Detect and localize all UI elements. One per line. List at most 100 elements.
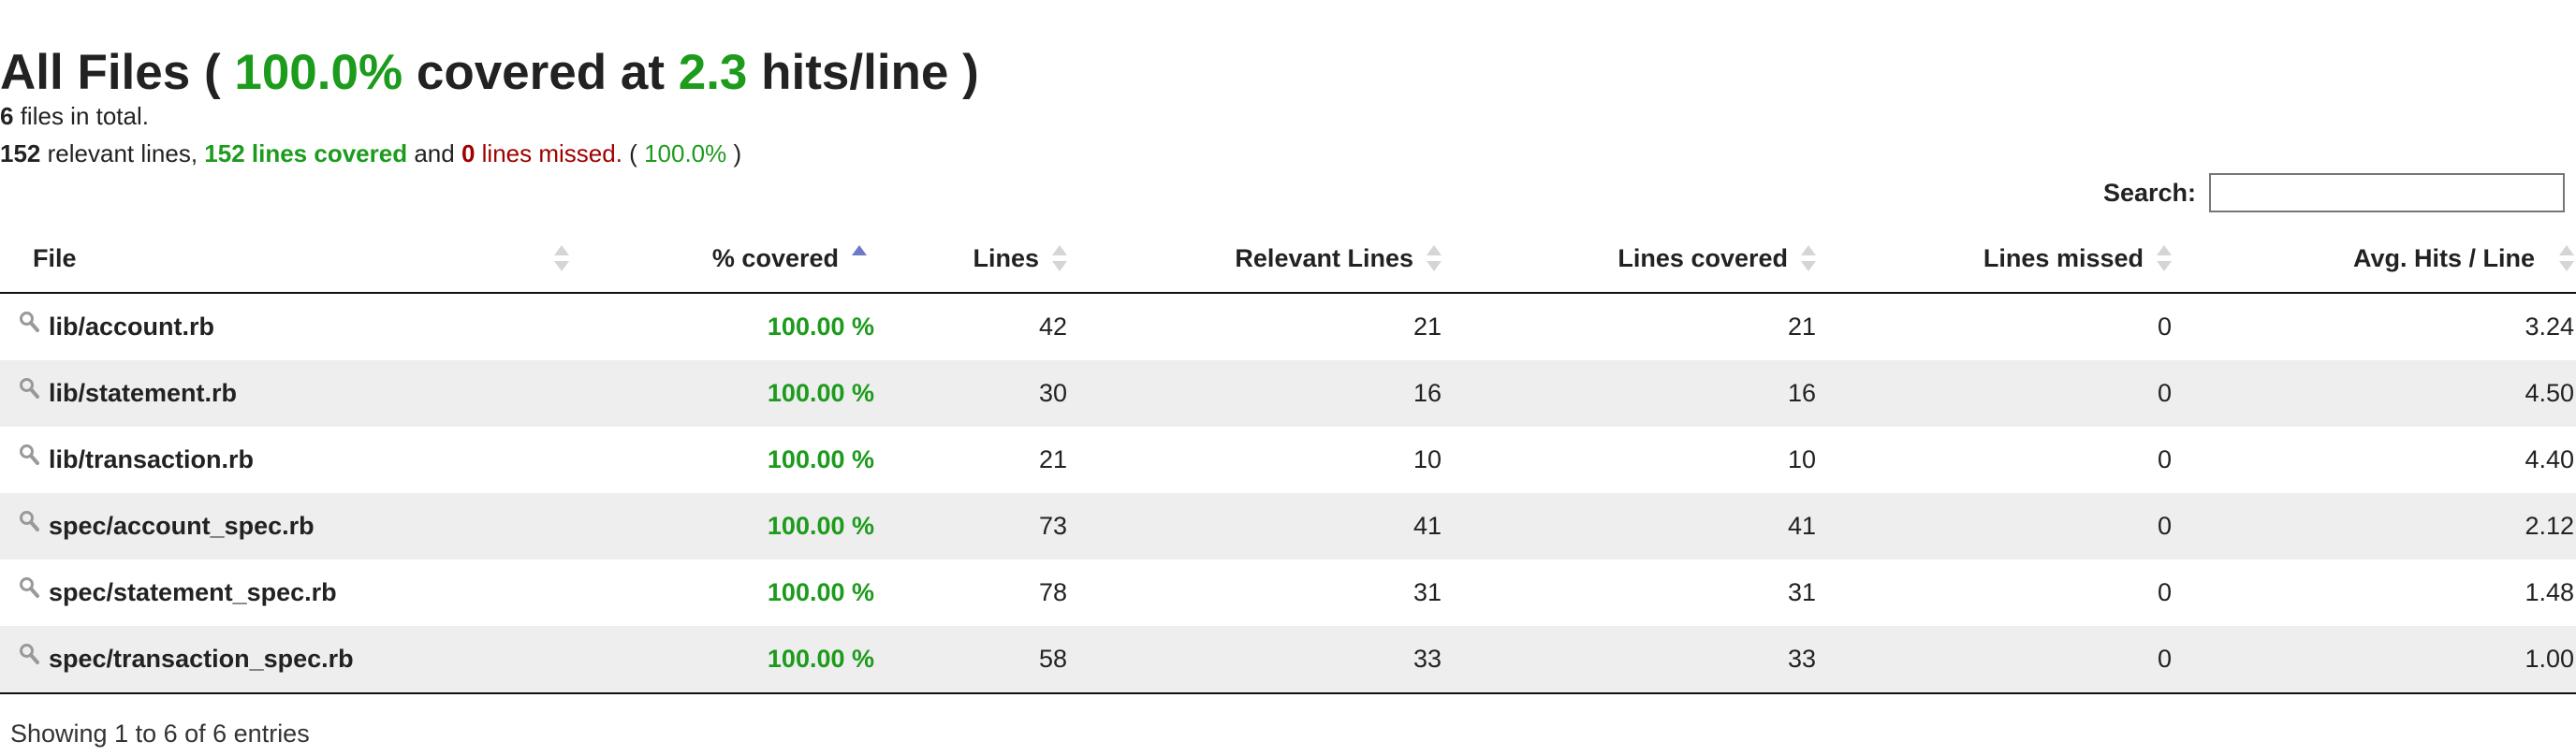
lines-missed-cell: 0 bbox=[2157, 445, 2172, 473]
and-text: and bbox=[414, 139, 455, 167]
search-input[interactable] bbox=[2209, 173, 2565, 212]
summary-percent: 100.0% bbox=[644, 139, 727, 167]
avg-hits-cell: 4.40 bbox=[2525, 445, 2574, 473]
lines-covered-cell: 31 bbox=[1787, 578, 1816, 606]
file-cell: spec/transaction_spec.rb bbox=[0, 626, 580, 694]
lines-summary: 152 relevant lines, 152 lines covered an… bbox=[0, 137, 741, 170]
column-header-lines-missed[interactable]: Lines missed bbox=[1829, 225, 2185, 294]
file-link[interactable]: lib/transaction.rb bbox=[49, 445, 255, 473]
file-cell: lib/transaction.rb bbox=[0, 427, 580, 493]
column-header-label: Lines covered bbox=[1617, 243, 1788, 272]
column-header-label: File bbox=[33, 243, 77, 272]
sort-icon bbox=[554, 245, 569, 271]
title-coverage-percent: 100.0% bbox=[234, 44, 403, 100]
column-header-file[interactable]: File bbox=[0, 225, 580, 294]
file-cell: lib/account.rb bbox=[0, 293, 580, 360]
file-cell: spec/statement_spec.rb bbox=[0, 560, 580, 626]
percent-covered-cell: 100.00 % bbox=[767, 313, 874, 341]
magnifier-icon bbox=[19, 311, 39, 340]
table-row: lib/transaction.rb 100.00 % 21 10 10 0 4.40 bbox=[0, 427, 2576, 493]
avg-hits-cell: 1.48 bbox=[2525, 578, 2574, 606]
column-header-label: % covered bbox=[711, 243, 839, 272]
lines-cell: 30 bbox=[880, 360, 1080, 427]
missed-text: lines missed. bbox=[481, 139, 622, 167]
search-label: Search: bbox=[2102, 178, 2196, 207]
relevant-text: relevant lines, bbox=[47, 139, 198, 167]
lines-covered-cell: 16 bbox=[1455, 360, 1829, 427]
files-count: 6 bbox=[0, 102, 14, 130]
avg-hits-cell: 2.12 bbox=[2185, 493, 2576, 560]
percent-covered-cell: 100.00 % bbox=[767, 445, 874, 473]
files-summary: 6 files in total. bbox=[0, 99, 149, 133]
lines-cell: 58 bbox=[880, 626, 1080, 694]
sort-icon bbox=[1427, 245, 1442, 271]
table-row: lib/statement.rb 100.00 % 30 16 16 0 4.50 bbox=[0, 360, 2576, 427]
table-info: Showing 1 to 6 of 6 entries bbox=[10, 720, 310, 748]
lines-missed-cell: 0 bbox=[2157, 313, 2172, 341]
lines-cell: 21 bbox=[1038, 445, 1067, 473]
lines-missed-cell: 0 bbox=[1829, 493, 2185, 560]
percent-covered-cell: 100.00 % bbox=[580, 493, 880, 560]
column-header-avg-hits[interactable]: Avg. Hits / Line bbox=[2185, 225, 2576, 294]
sort-ascending-icon bbox=[852, 245, 867, 271]
file-link[interactable]: lib/account.rb bbox=[49, 313, 215, 341]
percent-covered-cell: 100.00 % bbox=[767, 578, 874, 606]
magnifier-icon bbox=[19, 510, 39, 539]
file-link[interactable]: spec/account_spec.rb bbox=[49, 512, 315, 540]
relevant-lines-cell: 41 bbox=[1080, 493, 1455, 560]
sort-icon bbox=[1801, 245, 1816, 271]
column-header-relevant-lines[interactable]: Relevant Lines bbox=[1080, 225, 1455, 294]
table-body: lib/account.rb 100.00 % 42 21 21 0 3.24 lib/sta… bbox=[0, 293, 2576, 694]
file-link[interactable]: spec/statement_spec.rb bbox=[49, 578, 337, 606]
percent-paren-close: ) bbox=[733, 139, 742, 167]
relevant-lines-cell: 10 bbox=[1412, 445, 1442, 473]
files-text: files in total. bbox=[20, 102, 149, 130]
title-hits-value: 2.3 bbox=[678, 44, 748, 100]
column-header-label: Lines missed bbox=[1983, 243, 2144, 272]
magnifier-icon bbox=[19, 377, 39, 406]
column-header-lines-covered[interactable]: Lines covered bbox=[1455, 225, 1829, 294]
coverage-table: File % covered Lines Relevant Lines Line… bbox=[0, 225, 2576, 694]
lines-cell: 42 bbox=[1038, 313, 1067, 341]
sort-icon bbox=[2559, 245, 2574, 271]
file-cell: lib/statement.rb bbox=[0, 360, 580, 427]
column-header-lines[interactable]: Lines bbox=[880, 225, 1080, 294]
title-prefix: All Files ( bbox=[0, 44, 221, 100]
lines-covered-cell: 21 bbox=[1787, 313, 1816, 341]
percent-covered-cell: 100.00 % bbox=[580, 626, 880, 694]
file-link[interactable]: lib/statement.rb bbox=[49, 379, 238, 407]
file-cell: spec/account_spec.rb bbox=[0, 493, 580, 560]
missed-count: 0 bbox=[461, 139, 476, 167]
lines-cell: 78 bbox=[1038, 578, 1067, 606]
relevant-lines-cell: 16 bbox=[1080, 360, 1455, 427]
lines-covered-cell: 10 bbox=[1787, 445, 1816, 473]
lines-covered-cell: 33 bbox=[1455, 626, 1829, 694]
table-row: spec/statement_spec.rb 100.00 % 78 31 31 0 1.4… bbox=[0, 560, 2576, 626]
search-box: Search: bbox=[2103, 173, 2565, 212]
avg-hits-cell: 4.50 bbox=[2185, 360, 2576, 427]
lines-missed-cell: 0 bbox=[2157, 578, 2172, 606]
page-title: All Files ( 100.0% covered at 2.3 hits/l… bbox=[0, 39, 979, 107]
avg-hits-cell: 1.00 bbox=[2185, 626, 2576, 694]
column-header-label: Lines bbox=[973, 243, 1039, 272]
covered-lines-text: 152 lines covered bbox=[204, 139, 408, 167]
table-row: lib/account.rb 100.00 % 42 21 21 0 3.24 bbox=[0, 293, 2576, 360]
title-middle: covered at bbox=[416, 44, 665, 100]
file-link[interactable]: spec/transaction_spec.rb bbox=[49, 645, 354, 673]
lines-missed-cell: 0 bbox=[1829, 626, 2185, 694]
percent-covered-cell: 100.00 % bbox=[580, 360, 880, 427]
column-header-label: Relevant Lines bbox=[1235, 243, 1413, 272]
lines-covered-cell: 41 bbox=[1455, 493, 1829, 560]
avg-hits-cell: 3.24 bbox=[2525, 313, 2574, 341]
magnifier-icon bbox=[19, 643, 39, 672]
sort-icon bbox=[1052, 245, 1067, 271]
column-header-percent-covered[interactable]: % covered bbox=[580, 225, 880, 294]
magnifier-icon bbox=[19, 443, 39, 472]
magnifier-icon bbox=[19, 576, 39, 605]
sort-icon bbox=[2157, 245, 2172, 271]
lines-cell: 73 bbox=[880, 493, 1080, 560]
table-row: spec/account_spec.rb 100.00 % 73 41 41 0 2.12 bbox=[0, 493, 2576, 560]
relevant-lines-cell: 31 bbox=[1412, 578, 1442, 606]
title-suffix: hits/line ) bbox=[761, 44, 979, 100]
column-header-label: Avg. Hits / Line bbox=[2352, 243, 2535, 272]
